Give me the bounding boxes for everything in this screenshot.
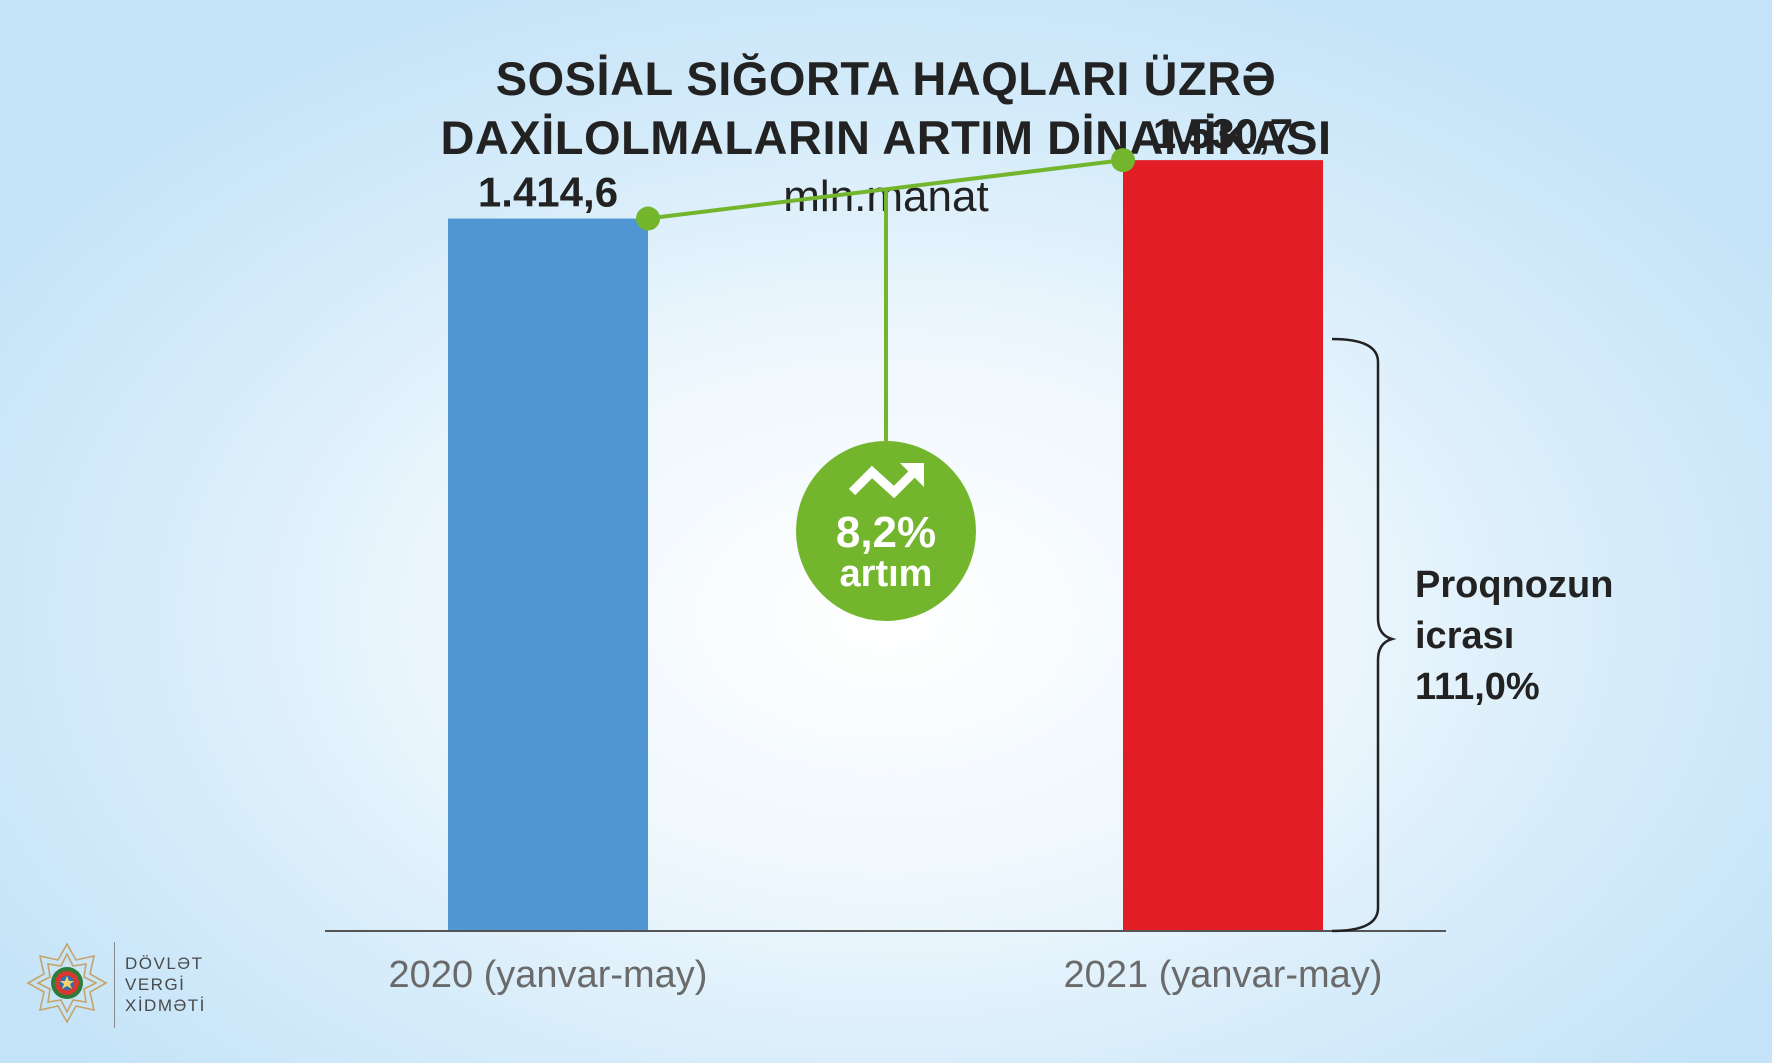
forecast-label-line-2: icrası xyxy=(1415,615,1514,657)
bar-2021 xyxy=(1123,160,1323,930)
chart-title-line-2: DAXİLOLMALARIN ARTIM DİNAMİKASI xyxy=(440,111,1332,164)
forecast-value: 111,0% xyxy=(1415,666,1540,708)
value-label-2021: 1.530,7 xyxy=(1153,110,1293,157)
chart-title-line-1: SOSİAL SIĞORTA HAQLARI ÜZRƏ xyxy=(495,52,1277,105)
logo-line-2: VERGİ xyxy=(125,975,186,994)
growth-badge: 8,2% artım xyxy=(796,441,976,621)
logo-line-3: XİDMƏTİ xyxy=(125,996,206,1015)
trend-up-arrow-icon xyxy=(848,463,924,499)
logo-divider xyxy=(114,942,115,1028)
growth-point-2020 xyxy=(636,206,660,231)
logo-text: DÖVLƏT VERGİ XİDMƏTİ xyxy=(125,953,206,1016)
emblem-icon xyxy=(26,942,108,1024)
bar-2020 xyxy=(448,218,648,930)
dvx-logo: DÖVLƏT VERGİ XİDMƏTİ xyxy=(24,940,224,1030)
value-label-2020: 1.414,6 xyxy=(478,169,618,216)
category-label-2021: 2021 (yanvar-may) xyxy=(1064,954,1383,996)
growth-label: artım xyxy=(840,553,933,595)
logo-line-1: DÖVLƏT xyxy=(125,954,204,973)
forecast-label-line-1: Proqnozun xyxy=(1415,564,1613,606)
growth-value: 8,2% xyxy=(836,508,936,557)
category-label-2020: 2020 (yanvar-may) xyxy=(389,954,708,996)
growth-point-2021 xyxy=(1111,148,1135,173)
forecast-brace xyxy=(1331,337,1397,933)
growth-badge-circle xyxy=(796,441,976,621)
